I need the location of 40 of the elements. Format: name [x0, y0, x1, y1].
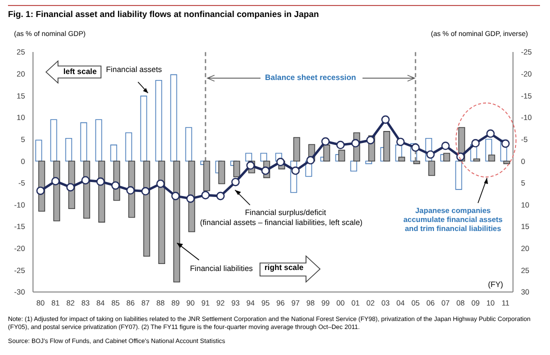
bar — [398, 156, 406, 162]
bar — [413, 160, 420, 164]
point — [336, 140, 345, 150]
point — [366, 136, 375, 144]
point — [156, 180, 165, 188]
point — [411, 143, 420, 152]
point — [66, 183, 75, 192]
bar — [503, 160, 510, 164]
point — [96, 177, 105, 186]
point — [321, 137, 330, 146]
point — [231, 178, 240, 186]
chart-title: Fig. 1: Financial asset and liability flows at nonfinancial companies in Japan — [8, 9, 319, 19]
bar — [488, 154, 496, 162]
point — [126, 186, 135, 195]
point — [351, 139, 360, 148]
bar — [323, 144, 330, 162]
point — [111, 181, 120, 190]
point — [81, 176, 90, 184]
point — [396, 138, 405, 146]
point — [171, 192, 180, 200]
point — [306, 156, 315, 164]
point — [36, 186, 45, 195]
point — [486, 129, 495, 138]
point — [456, 152, 465, 161]
point — [246, 161, 255, 170]
point — [381, 115, 390, 124]
point — [441, 142, 450, 150]
point — [201, 190, 210, 200]
point — [141, 187, 150, 196]
point — [276, 158, 285, 166]
point — [261, 166, 270, 175]
point — [471, 139, 480, 148]
point — [51, 176, 60, 186]
point — [426, 150, 435, 159]
point — [501, 139, 510, 148]
point — [216, 192, 225, 200]
point — [291, 166, 300, 175]
bar — [383, 131, 390, 162]
bar — [473, 158, 480, 162]
point — [186, 194, 195, 203]
